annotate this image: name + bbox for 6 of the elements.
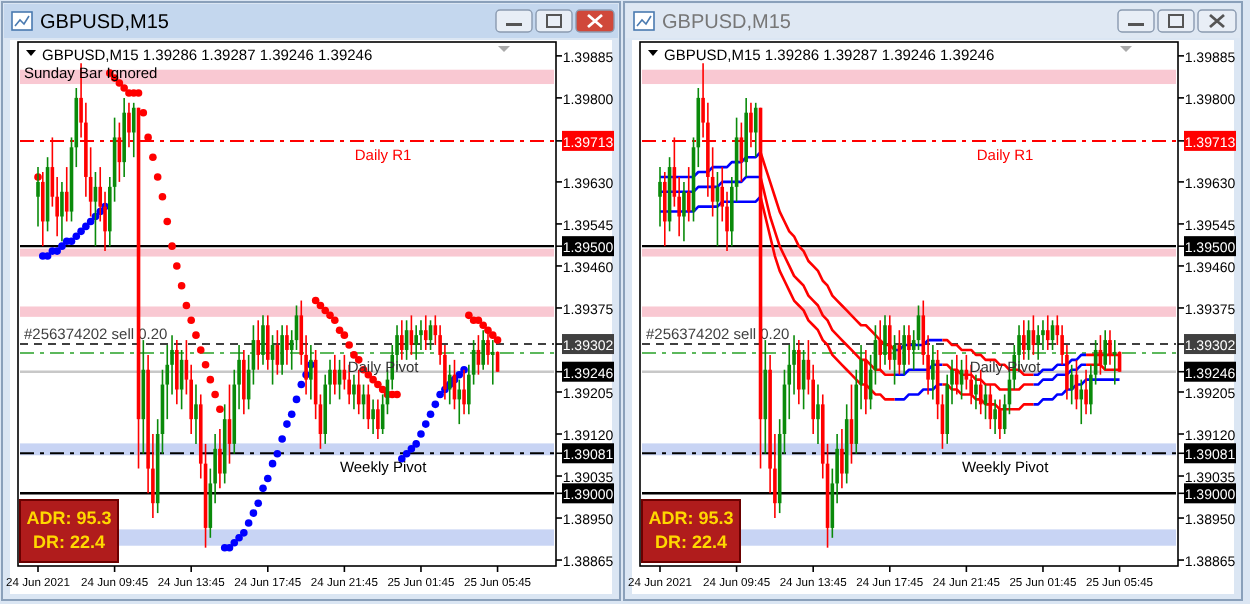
chart-title: GBPUSD,M15 [662,12,792,34]
annotation: DR: 22.4 [32,532,106,552]
annotation: DR: 22.4 [654,532,728,552]
chart-title: GBPUSD,M15 [40,12,170,34]
annotation: ADR: 95.3 [648,508,734,528]
annotation: ADR: 95.3 [26,508,112,528]
